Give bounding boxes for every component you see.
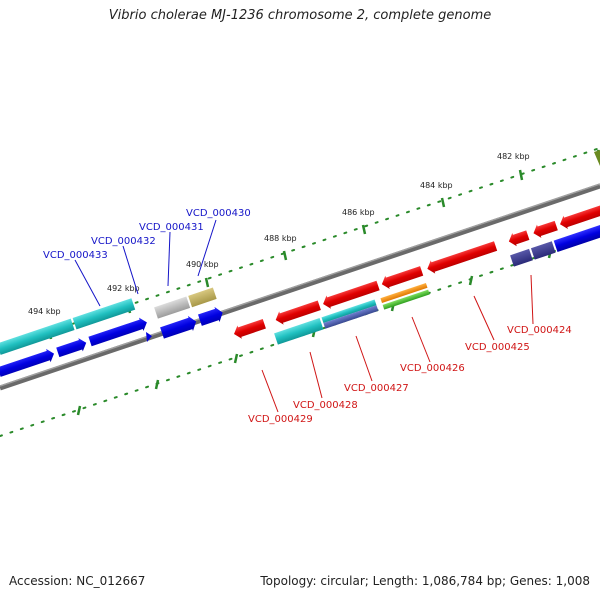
kbp-label: 494 kbp [28,307,61,316]
feature-block[interactable] [0,318,75,355]
gene-arrow[interactable] [88,316,149,348]
feature-block[interactable] [72,298,136,330]
gene-label[interactable]: VCD_000429 [248,414,313,425]
kbp-label: 484 kbp [420,181,453,190]
feature-block[interactable] [321,299,377,324]
inner-tick-track [0,235,600,437]
gene-arrow[interactable] [425,239,498,275]
kbp-label: 492 kbp [107,284,140,293]
feature-block[interactable] [154,296,191,319]
gene-arrow[interactable] [232,317,267,340]
gene-arrow[interactable] [380,264,424,291]
gene-label[interactable]: VCD_000428 [293,400,358,411]
feature-block[interactable] [380,282,428,303]
gene-label[interactable]: VCD_000426 [400,363,465,374]
kbp-label: 488 kbp [264,234,297,243]
blue-label-leaders [74,219,217,307]
feature-block[interactable] [274,318,324,345]
accession-text: Accession: NC_012667 [9,574,146,588]
gene-label[interactable]: VCD_000425 [465,342,530,353]
feature-block[interactable] [530,241,556,260]
gene-label[interactable]: VCD_000432 [91,236,156,247]
gene-arrow[interactable] [558,200,600,231]
gene-label[interactable]: VCD_000433 [43,250,108,261]
gene-arrow[interactable] [321,279,380,311]
gene-arrow[interactable] [531,219,558,240]
gene-label[interactable]: VCD_000424 [507,325,572,336]
kbp-label: 486 kbp [342,208,375,217]
gene-arrow[interactable] [273,299,321,327]
feature-block[interactable] [382,289,430,310]
gene-arrow[interactable] [159,314,198,341]
kbp-label: 482 kbp [497,152,530,161]
feature-arrow[interactable] [594,150,600,166]
gene-arrow[interactable] [0,347,56,379]
gene-arrow[interactable] [146,332,152,342]
gene-arrow[interactable] [197,305,225,328]
topology-text: Topology: circular; Length: 1,086,784 bp… [260,574,590,588]
gene-arrow[interactable] [553,223,600,253]
genome-backbone [0,183,600,391]
gene-arrow[interactable] [56,336,89,359]
outer-tick-track [0,147,600,349]
map-title: Vibrio cholerae MJ-1236 chromosome 2, co… [108,8,492,23]
feature-block[interactable] [188,287,217,308]
gene-label[interactable]: VCD_000431 [139,222,204,233]
gene-label[interactable]: VCD_000427 [344,383,409,394]
feature-block[interactable] [323,305,379,329]
gene-arrow[interactable] [507,228,530,248]
feature-block[interactable] [510,248,533,267]
red-label-leaders [261,274,534,413]
kbp-label: 490 kbp [186,260,219,269]
gene-label[interactable]: VCD_000430 [186,208,251,219]
